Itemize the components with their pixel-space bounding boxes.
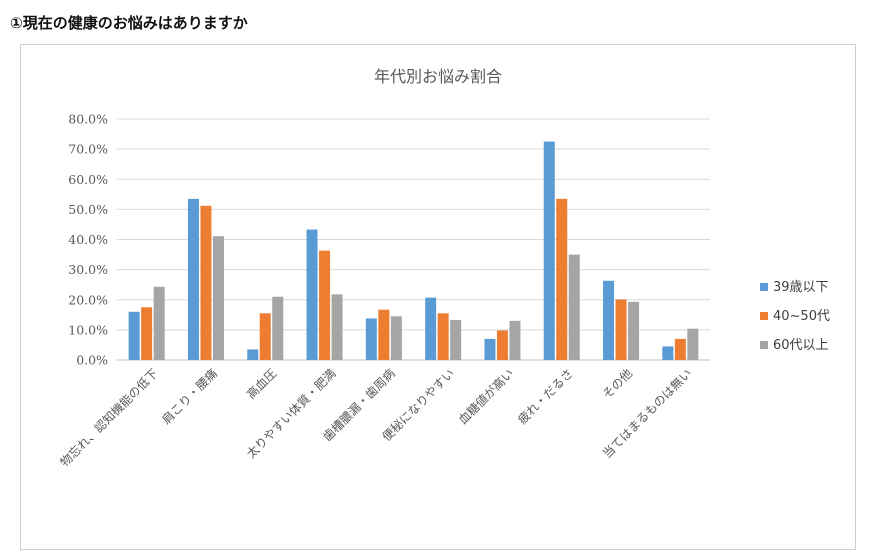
x-tick-label: 血糖値が高い <box>455 366 517 428</box>
bar <box>615 299 627 360</box>
bar <box>450 319 462 360</box>
y-tick-label: 40.0% <box>68 232 108 247</box>
y-axis-ticks: 0.0% 10.0% 20.0% 30.0% 40.0% 50.0% 60.0% 70.0% 8… <box>68 112 108 368</box>
bar <box>496 330 508 360</box>
y-tick-label: 0.0% <box>76 353 108 368</box>
bar <box>484 338 496 360</box>
page-heading: ①現在の健康のお悩みはありますか <box>10 14 248 32</box>
x-tick-label: 物忘れ、認知機能の低下 <box>57 366 161 470</box>
bar <box>331 294 343 360</box>
bar <box>687 328 699 360</box>
bar <box>568 254 580 360</box>
bar <box>543 141 555 360</box>
y-tick-label: 50.0% <box>68 202 108 217</box>
legend-swatch <box>760 341 768 349</box>
bar <box>425 297 437 360</box>
legend: 39歳以下 40~50代 60代以上 <box>760 280 830 353</box>
legend-label: 40~50代 <box>773 309 830 324</box>
legend-swatch <box>760 312 768 320</box>
chart-title: 年代別お悩み割合 <box>374 67 502 86</box>
bar <box>509 320 521 360</box>
bar <box>247 349 259 360</box>
bar <box>259 313 271 360</box>
bar <box>153 286 165 360</box>
y-tick-label: 70.0% <box>68 142 108 157</box>
bar <box>200 205 212 360</box>
y-tick-label: 10.0% <box>68 322 108 337</box>
y-tick-label: 80.0% <box>68 112 108 127</box>
legend-swatch <box>760 283 768 291</box>
bar <box>378 309 390 360</box>
bar <box>603 280 615 360</box>
bar <box>390 316 402 360</box>
bars <box>128 141 699 360</box>
bar <box>662 346 674 360</box>
bar <box>272 296 284 360</box>
bar <box>212 236 224 360</box>
bar <box>187 198 199 360</box>
bar <box>141 307 153 360</box>
x-tick-label: その他 <box>600 366 635 401</box>
x-tick-label: 肩こり・腰痛 <box>159 366 221 428</box>
legend-label: 60代以上 <box>773 338 829 353</box>
bar <box>319 250 331 360</box>
bar <box>556 198 568 360</box>
x-tick-label: 高血圧 <box>243 366 279 402</box>
y-tick-label: 20.0% <box>68 292 108 307</box>
bar <box>365 318 377 360</box>
y-tick-label: 60.0% <box>68 172 108 187</box>
y-tick-label: 30.0% <box>68 262 108 277</box>
bar <box>437 313 449 360</box>
bar <box>306 229 318 360</box>
bar <box>128 311 140 360</box>
legend-label: 39歳以下 <box>773 280 829 295</box>
bar <box>674 338 686 360</box>
bar <box>628 301 640 360</box>
x-tick-label: 疲れ・だるさ <box>514 366 576 428</box>
